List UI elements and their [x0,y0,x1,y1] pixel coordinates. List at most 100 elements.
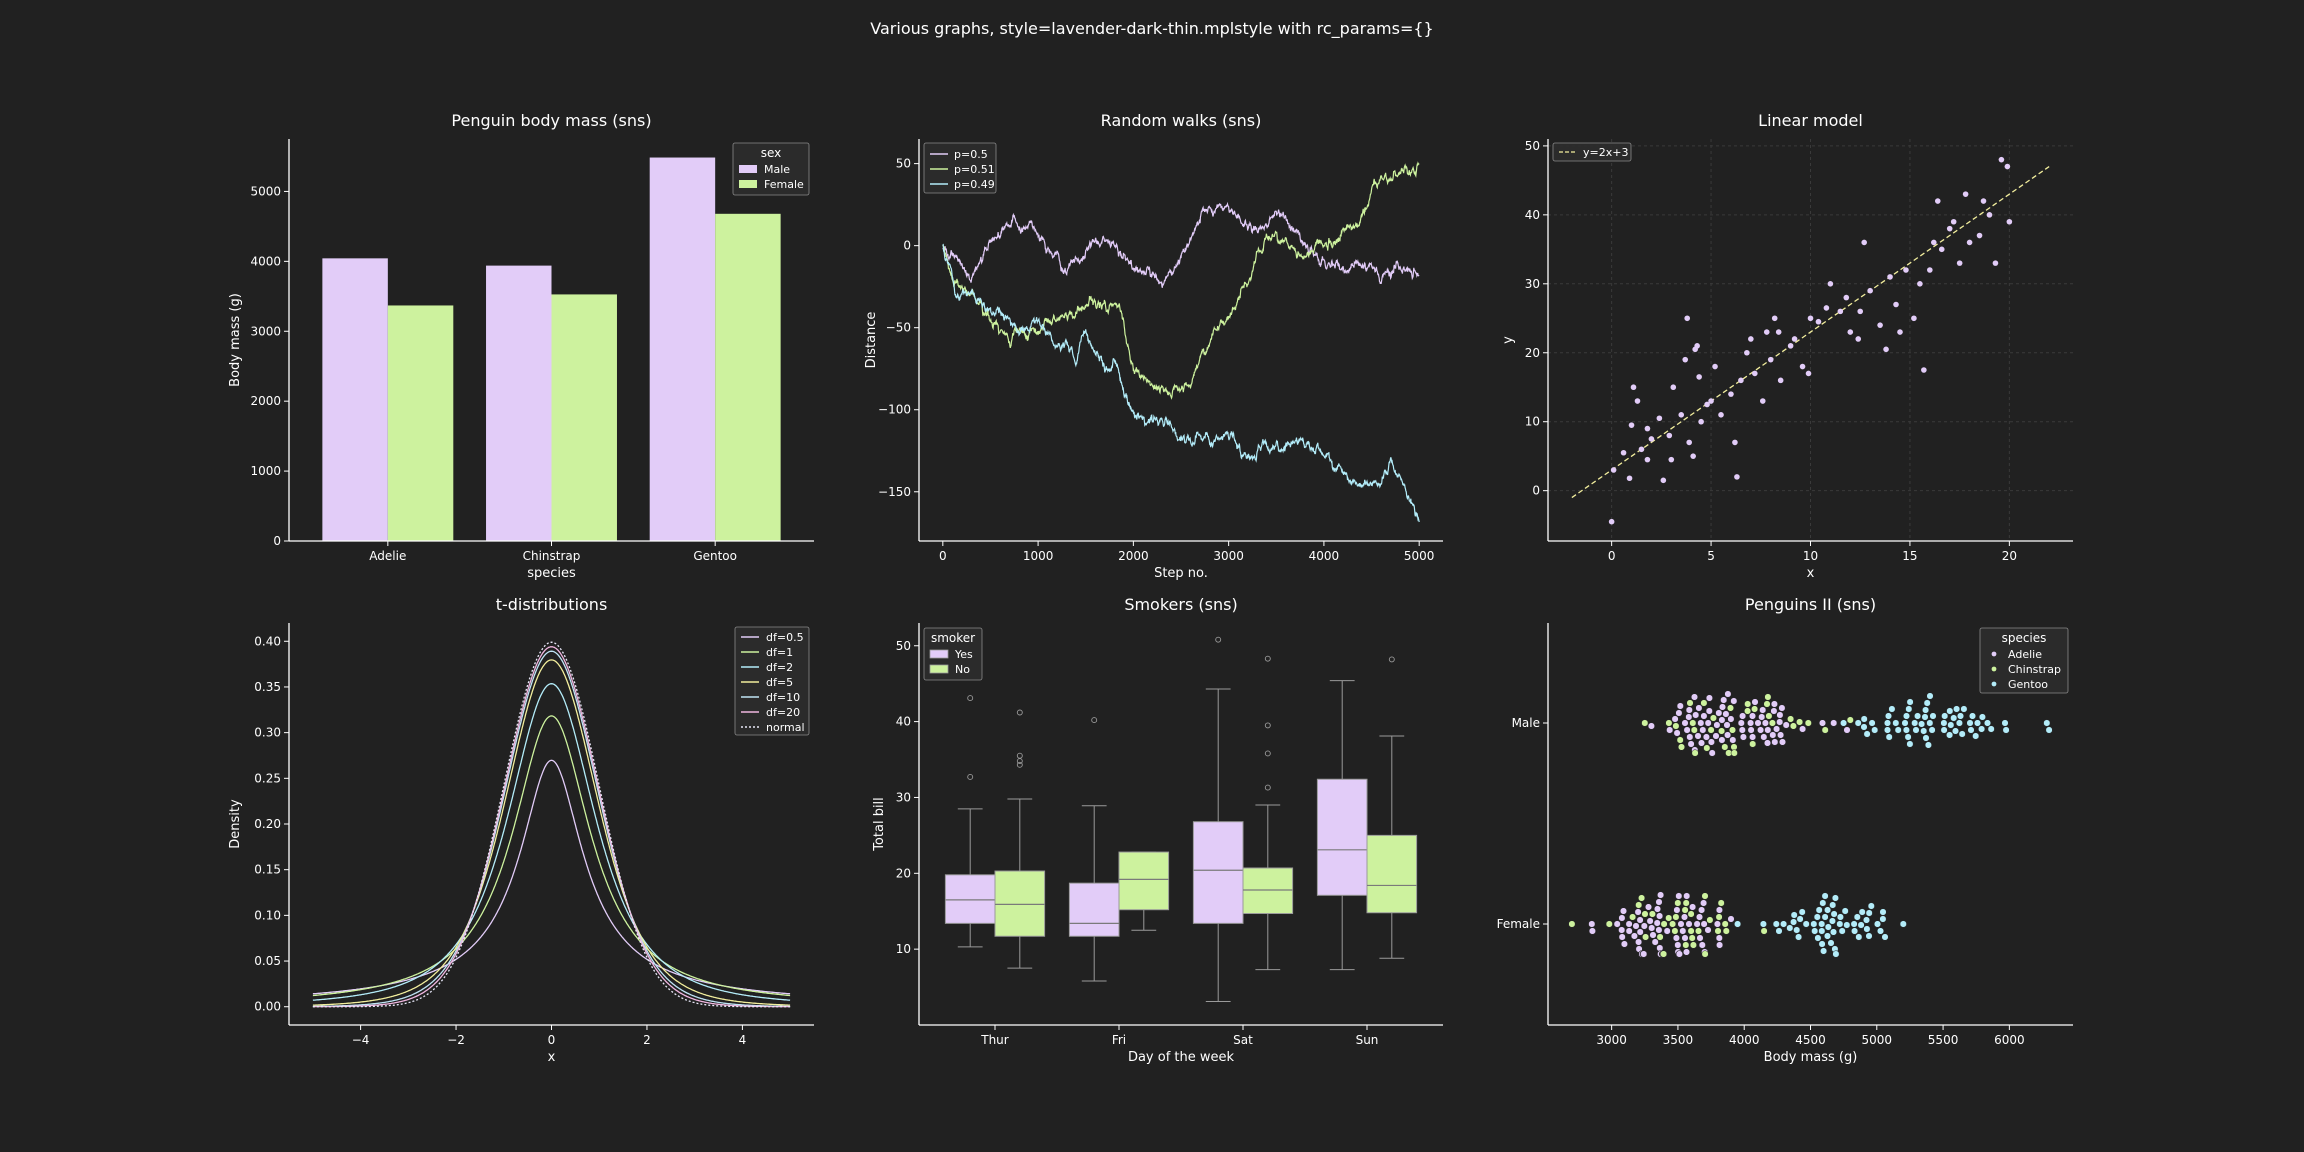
swarm-point-chinstrap [1765,712,1773,720]
swarm-point-chinstrap [1682,941,1690,949]
linear-point [1763,329,1770,335]
linear-point [1608,518,1615,525]
swarm-point-adelie [1748,712,1757,720]
swarm-point-chinstrap [1707,726,1715,734]
swarm-point-adelie [1700,920,1708,928]
swarm-point-adelie [1588,927,1596,935]
swarm-point-adelie [1625,927,1633,935]
t-ytick-label: 0.15 [254,863,281,877]
box-thur-yes-flier [967,774,974,780]
box-fri-no [1118,851,1170,911]
swarm-point-gentoo [1734,920,1742,928]
swarm-point-chinstrap [1676,736,1684,744]
linear-xtick-label: 5 [1707,549,1715,563]
walk-ytick-label: 50 [896,157,911,171]
swarm-point-adelie [1720,696,1728,704]
linear-point [1855,336,1862,342]
swarm-point-adelie [1729,736,1737,744]
swarm-point-adelie [1722,710,1730,718]
swarm-point-adelie [1634,908,1642,916]
linear-point [1980,198,1987,204]
swarm-point-chinstrap [1687,910,1695,918]
swarm-point-gentoo [1924,741,1932,749]
swarm-point-gentoo [1968,712,1977,720]
swarm-point-gentoo [1831,894,1839,902]
swarm-point-gentoo [1821,913,1829,921]
t-ytick-label: 0.35 [254,680,281,694]
swarm-point-adelie [1702,733,1710,741]
smokers-ytick-label: 20 [896,866,911,880]
t-curve-df-5 [312,659,791,1006]
swarm-point-adelie [1724,690,1732,698]
swarm-point-adelie [1749,733,1757,741]
penguin-xtick-label: Chinstrap [523,549,581,563]
swarm-point-chinstrap [1751,705,1759,713]
swarm-point-gentoo [1865,932,1873,940]
swarm-point-gentoo [1860,715,1868,723]
linear-point [1668,456,1675,463]
linear-point [1684,315,1691,322]
swarm-point-adelie [1644,903,1653,911]
swarm-point-adelie [1757,726,1765,734]
linear-point [1644,456,1651,463]
linear-point [1917,281,1923,287]
swarm-point-gentoo [1790,918,1798,926]
swarm-point-gentoo [1967,726,1975,734]
swarm-point-gentoo [1973,719,1982,727]
swarm-point-chinstrap [1642,933,1650,941]
swarm-point-adelie [1727,915,1735,923]
swarm-point-adelie [1763,739,1772,747]
linear-point [1843,294,1850,301]
linear-point [1787,343,1794,349]
linear-point [1682,356,1689,363]
swarm-point-chinstrap [1796,718,1804,726]
swarm-point-chinstrap [1718,727,1726,735]
swarm-point-adelie [1679,927,1687,935]
linear-point [1648,436,1655,442]
swarm-point-gentoo [1810,920,1818,928]
swarm-point-gentoo [1819,899,1827,907]
bar-gentoo-male [649,157,716,541]
walk-ytick-label: −50 [886,321,911,335]
swarm-point-gentoo [1883,719,1892,727]
swarm-point-gentoo [1823,932,1832,940]
swarm-point-adelie [1675,709,1683,717]
linear-point [1927,267,1933,273]
swarm-point-gentoo [1854,719,1862,727]
swarm-point-gentoo [1912,726,1920,734]
swarm-point-gentoo [1926,719,1934,727]
penguins-xtick-label: 5500 [1928,1033,1959,1047]
swarm-point-gentoo [1818,927,1826,935]
swarm-point-adelie [1799,725,1807,733]
linear-point [1962,191,1969,197]
swarm-point-adelie [1694,732,1702,740]
swarm-point-gentoo [1946,707,1954,715]
swarm-point-gentoo [1922,734,1930,742]
linear-point [1771,315,1778,322]
swarm-point-chinstrap [1706,916,1714,924]
swarm-point-gentoo [1796,915,1804,923]
linear-point [1827,281,1834,287]
swarm-point-gentoo [1836,913,1844,921]
swarm-point-gentoo [1911,719,1919,727]
swarm-point-adelie [1715,709,1723,717]
linear-fit-line [1571,166,2050,499]
swarm-point-gentoo [2043,719,2051,727]
penguins-legend-marker [1991,681,1997,687]
swarm-point-gentoo [1860,723,1868,731]
swarm-point-gentoo [1832,950,1840,958]
penguins-xtick-label: 3500 [1663,1033,1694,1047]
swarm-point-adelie [1686,733,1694,741]
t-distributions-chart: −4 −2 0 2 4 0.00 0.05 0.10 0.15 0.20 0.25 0.30 0.35 0… [228,595,814,1065]
swarm-point-adelie [1773,725,1781,733]
swarm-point-gentoo [1972,732,1980,740]
swarm-point-gentoo [1795,933,1803,941]
walk-title: Random walks (sns) [1101,111,1262,130]
linear-point [1887,274,1893,280]
linear-point [1857,308,1864,315]
t-legend [734,626,810,736]
linear-point [1678,412,1685,418]
smokers-xtick-label: Sat [1233,1033,1253,1047]
swarm-point-adelie [1737,719,1745,727]
swarm-point-chinstrap [1660,920,1668,928]
